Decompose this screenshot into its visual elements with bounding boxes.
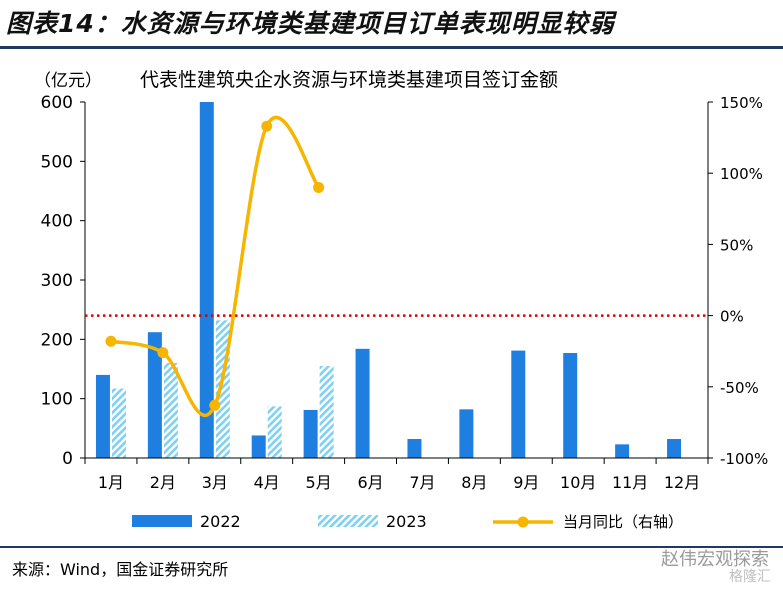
legend-marker-yoy: [517, 516, 529, 528]
legend-label-yoy: 当月同比（右轴）: [563, 513, 683, 531]
x-tick-label: 6月: [357, 473, 383, 492]
y2-tick-label: -50%: [720, 379, 759, 397]
x-tick-label: 9月: [513, 473, 539, 492]
legend-label-2023: 2023: [386, 512, 427, 531]
y-tick-label: 500: [41, 152, 73, 172]
yoy-line-path: [110, 115, 321, 418]
yoy-point: [313, 181, 325, 193]
yoy-point: [105, 335, 117, 347]
y-tick-label: 0: [62, 449, 73, 469]
x-tick-label: 7月: [409, 473, 435, 492]
chart-title: 代表性建筑央企水资源与环境类基建项目签订金额: [140, 69, 558, 91]
bar-2023: [319, 366, 334, 458]
legend: 2022 2023 当月同比（右轴）: [132, 512, 683, 531]
y-tick-label: 400: [41, 212, 73, 232]
bar-2022: [199, 102, 214, 458]
bar-2022: [511, 350, 526, 458]
y-tick-label: 300: [41, 271, 73, 291]
x-tick-label: 8月: [461, 473, 487, 492]
bar-2022: [95, 374, 110, 458]
watermark: 赵伟宏观探索: [661, 549, 769, 570]
title-divider: [0, 46, 783, 49]
bars: [95, 102, 682, 458]
chart-unit-label: （亿元）: [34, 71, 102, 91]
legend-label-2022: 2022: [200, 512, 241, 531]
y2-tick-label: 150%: [720, 94, 763, 112]
y2-tick-label: 100%: [720, 165, 763, 183]
bar-2023: [163, 363, 178, 458]
bar-2022: [355, 348, 370, 458]
bar-2023: [267, 406, 282, 458]
bar-2023: [111, 388, 126, 458]
bar-2022: [407, 439, 422, 458]
yoy-point: [209, 399, 221, 411]
y2-tick-label: 50%: [720, 236, 753, 254]
legend-swatch-2022: [132, 515, 192, 527]
y-tick-label: 100: [41, 390, 73, 410]
y-axis-right: -100% -50% 0% 50% 100% 150%: [707, 94, 768, 468]
yoy-line: [105, 115, 325, 418]
y-tick-label: 200: [41, 330, 73, 350]
figure-title: 图表14：水资源与环境类基建项目订单表现明显较弱: [6, 9, 615, 38]
y-tick-label: 600: [41, 93, 73, 113]
y2-tick-label: 0%: [720, 308, 744, 326]
x-tick-label: 2月: [150, 473, 176, 492]
chart: （亿元） 代表性建筑央企水资源与环境类基建项目签订金额 0 100 200 300 40…: [34, 69, 768, 531]
legend-swatch-2023: [318, 515, 378, 527]
watermark-sub: 格隆汇: [729, 569, 771, 585]
x-tick-label: 11月: [612, 473, 648, 492]
yoy-point: [261, 120, 273, 132]
yoy-point: [157, 347, 169, 359]
bar-2022: [667, 439, 682, 458]
y-axis-left: 0 100 200 300 400 500 600: [41, 93, 86, 469]
x-tick-label: 10月: [560, 473, 596, 492]
bar-2022: [147, 332, 162, 458]
source-note: 来源：Wind，国金证券研究所: [12, 560, 229, 579]
x-tick-label: 5月: [306, 473, 332, 492]
bar-2022: [251, 435, 266, 458]
x-axis: 1月 2月 3月 4月 5月 6月 7月 8月 9月 10月 11月 12月: [84, 457, 709, 492]
x-tick-label: 3月: [202, 473, 228, 492]
x-tick-label: 12月: [664, 473, 700, 492]
bar-2022: [615, 444, 630, 458]
bar-2022: [303, 409, 318, 458]
x-tick-label: 4月: [254, 473, 280, 492]
x-tick-label: 1月: [98, 473, 124, 492]
footer-divider: [0, 546, 783, 548]
y2-tick-label: -100%: [720, 450, 768, 468]
bar-2022: [459, 409, 474, 458]
bar-2022: [563, 352, 578, 458]
